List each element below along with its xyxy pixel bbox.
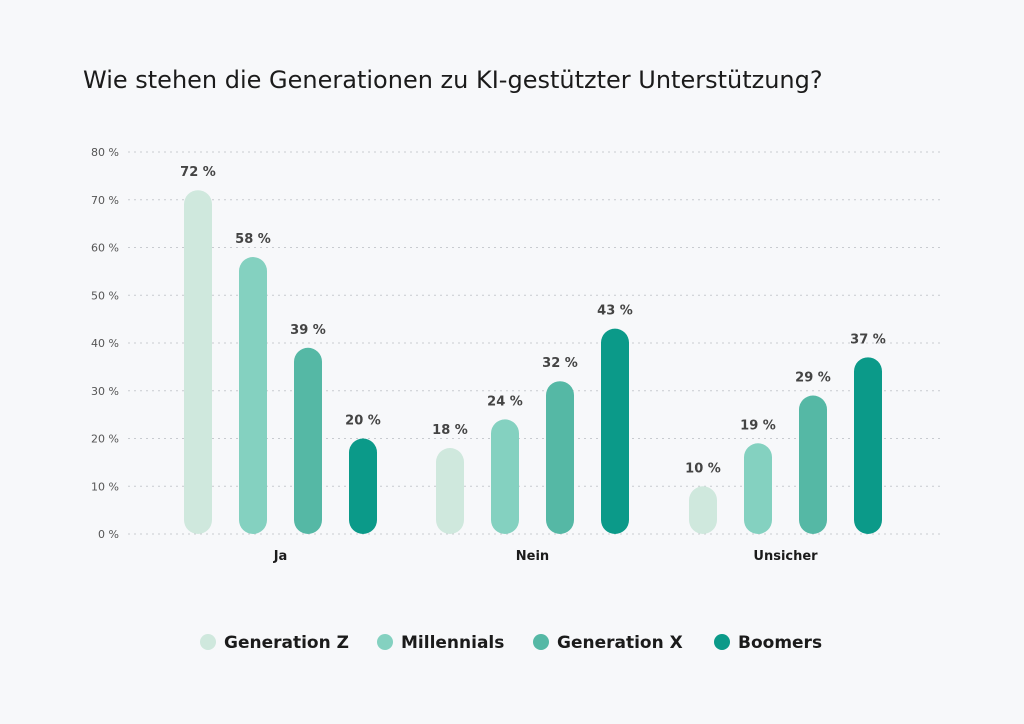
legend-swatch: [533, 634, 549, 650]
value-label: 43 %: [597, 304, 633, 319]
bar-generation-z-unsicher: [689, 486, 717, 534]
value-label: 72 %: [180, 165, 216, 180]
y-tick-label: 60 %: [91, 242, 119, 255]
bar-generation-x-nein: [546, 381, 574, 534]
y-tick-label: 0 %: [98, 528, 119, 541]
value-label: 20 %: [345, 414, 381, 429]
bar-generation-x-unsicher: [799, 395, 827, 534]
y-tick-label: 80 %: [91, 146, 119, 159]
category-labels: Ja Nein Unsicher: [273, 549, 818, 564]
y-axis-ticks: 0 % 10 % 20 % 30 % 40 % 50 % 60 % 70 % 80 %: [91, 146, 119, 541]
chart-title: Wie stehen die Generationen zu KI-gestüt…: [83, 66, 823, 94]
bar-boomers-unsicher: [854, 357, 882, 534]
value-label: 58 %: [235, 232, 271, 247]
legend-swatch: [377, 634, 393, 650]
value-label: 24 %: [487, 394, 523, 409]
category-label-nein: Nein: [516, 549, 549, 564]
value-label: 32 %: [542, 356, 578, 371]
category-label-ja: Ja: [273, 549, 288, 564]
category-label-unsicher: Unsicher: [753, 549, 818, 564]
legend-label: Generation Z: [224, 633, 349, 653]
value-labels: 72 % 58 % 39 % 20 % 18 % 24 % 32 % 43 % 10 % 19 %…: [180, 165, 886, 476]
value-label: 29 %: [795, 371, 831, 386]
bar-generation-z-nein: [436, 448, 464, 534]
bar-millennials-unsicher: [744, 443, 772, 534]
bar-generation-x-ja: [294, 347, 322, 534]
y-tick-label: 40 %: [91, 337, 119, 350]
bar-generation-z-ja: [184, 190, 212, 534]
legend-swatch: [714, 634, 730, 650]
legend-item-generation-z: Generation Z: [200, 633, 349, 653]
legend-item-millennials: Millennials: [377, 633, 504, 653]
bar-boomers-ja: [349, 438, 377, 534]
value-label: 37 %: [850, 332, 886, 347]
value-label: 18 %: [432, 423, 468, 438]
legend-label: Millennials: [401, 633, 504, 653]
bar-boomers-nein: [601, 328, 629, 534]
legend-swatch: [200, 634, 216, 650]
legend-label: Boomers: [738, 633, 822, 653]
value-label: 19 %: [740, 418, 776, 433]
y-tick-label: 50 %: [91, 289, 119, 302]
bar-millennials-ja: [239, 257, 267, 534]
y-tick-label: 10 %: [91, 480, 119, 493]
y-tick-label: 20 %: [91, 433, 119, 446]
value-label: 10 %: [685, 461, 721, 476]
value-label: 39 %: [290, 323, 326, 338]
bar-millennials-nein: [491, 419, 519, 534]
y-tick-label: 30 %: [91, 385, 119, 398]
bars: [184, 190, 882, 534]
legend-item-boomers: Boomers: [714, 633, 822, 653]
y-tick-label: 70 %: [91, 194, 119, 207]
legend-label: Generation X: [557, 633, 683, 653]
legend: Generation Z Millennials Generation X Boome…: [200, 633, 822, 653]
legend-item-generation-x: Generation X: [533, 633, 683, 653]
